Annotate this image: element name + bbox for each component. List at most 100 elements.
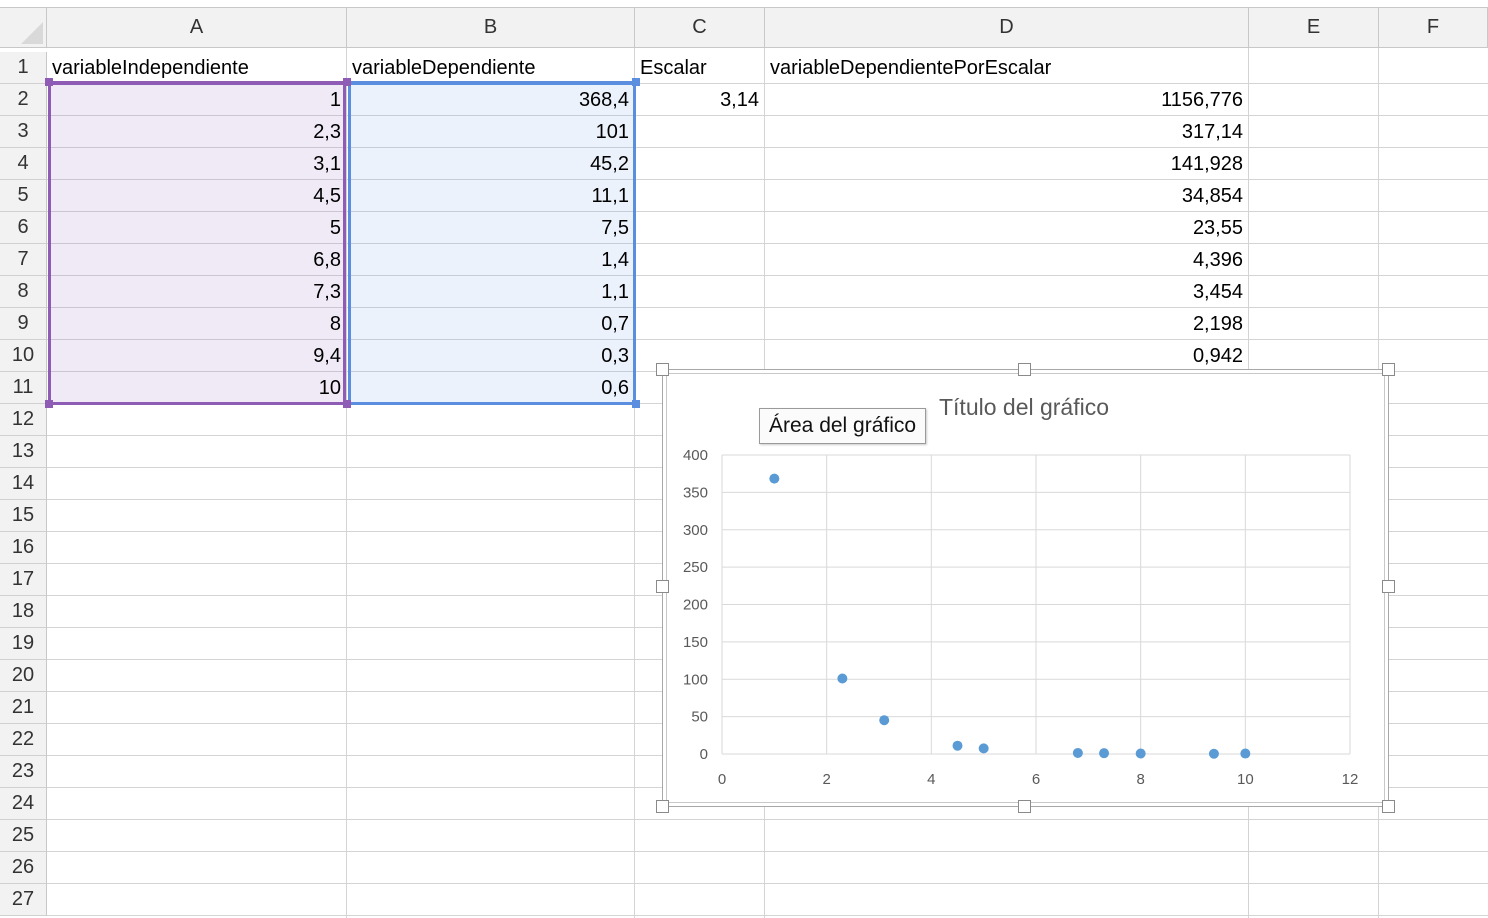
cell-b2[interactable]: 368,4 bbox=[578, 89, 629, 111]
row-gridline bbox=[47, 211, 1488, 212]
row-header-12[interactable]: 12 bbox=[0, 404, 47, 436]
x-tick-label: 4 bbox=[927, 771, 935, 788]
row-header-19[interactable]: 19 bbox=[0, 628, 47, 660]
selection-handle[interactable] bbox=[632, 400, 640, 408]
row-header-18[interactable]: 18 bbox=[0, 596, 47, 628]
chart-resize-handle[interactable] bbox=[1382, 580, 1395, 593]
row-header-5[interactable]: 5 bbox=[0, 180, 47, 212]
row-header-21[interactable]: 21 bbox=[0, 692, 47, 724]
row-header-3[interactable]: 3 bbox=[0, 116, 47, 148]
data-point bbox=[1208, 748, 1219, 759]
column-header-c[interactable]: C bbox=[635, 8, 765, 48]
cell-a6[interactable]: 5 bbox=[329, 217, 341, 239]
row-header-7[interactable]: 7 bbox=[0, 244, 47, 276]
row-gridline bbox=[47, 115, 1488, 116]
column-header-b[interactable]: B bbox=[347, 8, 635, 48]
cell-a5[interactable]: 4,5 bbox=[313, 185, 341, 207]
column-header-d[interactable]: D bbox=[765, 8, 1249, 48]
column-header-a[interactable]: A bbox=[47, 8, 347, 48]
cell-b1[interactable]: variableDependiente bbox=[352, 57, 536, 79]
cell-d4[interactable]: 141,928 bbox=[1170, 153, 1243, 175]
row-header-22[interactable]: 22 bbox=[0, 724, 47, 756]
data-point bbox=[769, 473, 780, 484]
cell-a11[interactable]: 10 bbox=[318, 377, 341, 399]
y-tick-label: 300 bbox=[683, 522, 708, 539]
row-header-16[interactable]: 16 bbox=[0, 532, 47, 564]
row-header-26[interactable]: 26 bbox=[0, 852, 47, 884]
row-gridline bbox=[47, 851, 1488, 852]
y-tick-label: 100 bbox=[683, 671, 708, 688]
cell-b4[interactable]: 45,2 bbox=[590, 153, 629, 175]
row-header-4[interactable]: 4 bbox=[0, 148, 47, 180]
row-header-14[interactable]: 14 bbox=[0, 468, 47, 500]
row-header-9[interactable]: 9 bbox=[0, 308, 47, 340]
chart-resize-handle[interactable] bbox=[1382, 363, 1395, 376]
scatter-chart[interactable]: Título del gráfico 0 2 4 6 8 10 12 0 50 100 150 200 2… bbox=[662, 369, 1389, 807]
cell-a1[interactable]: variableIndependiente bbox=[52, 57, 249, 79]
cell-c1[interactable]: Escalar bbox=[640, 57, 707, 79]
cell-d6[interactable]: 23,55 bbox=[1192, 217, 1243, 239]
selection-handle[interactable] bbox=[343, 400, 351, 408]
chart-resize-handle[interactable] bbox=[1018, 363, 1031, 376]
cell-d1[interactable]: variableDependientePorEscalar bbox=[770, 57, 1052, 79]
select-all-corner[interactable] bbox=[0, 8, 47, 48]
column-header-e[interactable]: E bbox=[1249, 8, 1379, 48]
row-header-2[interactable]: 2 bbox=[0, 84, 47, 116]
cell-a8[interactable]: 7,3 bbox=[313, 281, 341, 303]
cell-a4[interactable]: 3,1 bbox=[313, 153, 341, 175]
chart-resize-handle[interactable] bbox=[656, 363, 669, 376]
row-header-11[interactable]: 11 bbox=[0, 372, 47, 404]
cell-b9[interactable]: 0,7 bbox=[601, 313, 629, 335]
data-point bbox=[879, 715, 890, 726]
selection-handle[interactable] bbox=[343, 78, 351, 86]
cell-d7[interactable]: 4,396 bbox=[1192, 249, 1243, 271]
cell-d5[interactable]: 34,854 bbox=[1181, 185, 1243, 207]
column-gridline bbox=[346, 48, 347, 918]
chart-resize-handle[interactable] bbox=[1382, 800, 1395, 813]
cell-d8[interactable]: 3,454 bbox=[1192, 281, 1243, 303]
cell-c2[interactable]: 3,14 bbox=[720, 89, 759, 111]
x-tick-label: 8 bbox=[1136, 771, 1144, 788]
column-header-f[interactable]: F bbox=[1379, 8, 1488, 48]
column-gridline bbox=[634, 48, 635, 918]
row-header-23[interactable]: 23 bbox=[0, 756, 47, 788]
row-header-6[interactable]: 6 bbox=[0, 212, 47, 244]
cell-a9[interactable]: 8 bbox=[329, 313, 341, 335]
y-tick-label: 150 bbox=[683, 634, 708, 651]
cell-d3[interactable]: 317,14 bbox=[1181, 121, 1243, 143]
row-header-10[interactable]: 10 bbox=[0, 340, 47, 372]
cell-d10[interactable]: 0,942 bbox=[1192, 345, 1243, 367]
cell-a7[interactable]: 6,8 bbox=[313, 249, 341, 271]
cell-d2[interactable]: 1156,776 bbox=[1161, 89, 1243, 111]
row-header-25[interactable]: 25 bbox=[0, 820, 47, 852]
cell-b7[interactable]: 1,4 bbox=[601, 249, 629, 271]
chart-resize-handle[interactable] bbox=[656, 580, 669, 593]
row-header-13[interactable]: 13 bbox=[0, 436, 47, 468]
selection-handle[interactable] bbox=[45, 78, 53, 86]
cell-b8[interactable]: 1,1 bbox=[601, 281, 629, 303]
chart-area-tooltip: Área del gráfico bbox=[759, 408, 927, 444]
chart-resize-handle[interactable] bbox=[656, 800, 669, 813]
row-header-24[interactable]: 24 bbox=[0, 788, 47, 820]
y-tick-label: 200 bbox=[683, 597, 708, 614]
chart-resize-handle[interactable] bbox=[1018, 800, 1031, 813]
row-gridline bbox=[47, 275, 1488, 276]
cell-b3[interactable]: 101 bbox=[595, 121, 629, 143]
cell-b10[interactable]: 0,3 bbox=[601, 345, 629, 367]
selection-handle[interactable] bbox=[632, 78, 640, 86]
cell-d9[interactable]: 2,198 bbox=[1192, 313, 1243, 335]
cell-b5[interactable]: 11,1 bbox=[591, 185, 629, 207]
selection-handle[interactable] bbox=[45, 400, 53, 408]
row-header-15[interactable]: 15 bbox=[0, 500, 47, 532]
cell-b11[interactable]: 0,6 bbox=[601, 377, 629, 399]
cell-a2[interactable]: 1 bbox=[329, 89, 341, 111]
row-header-8[interactable]: 8 bbox=[0, 276, 47, 308]
row-header-17[interactable]: 17 bbox=[0, 564, 47, 596]
row-header-27[interactable]: 27 bbox=[0, 884, 47, 916]
cell-b6[interactable]: 7,5 bbox=[601, 217, 629, 239]
row-header-20[interactable]: 20 bbox=[0, 660, 47, 692]
row-header-1[interactable]: 1 bbox=[0, 52, 47, 84]
cell-a10[interactable]: 9,4 bbox=[313, 345, 341, 367]
cell-a3[interactable]: 2,3 bbox=[313, 121, 341, 143]
x-tick-label: 12 bbox=[1342, 771, 1359, 788]
